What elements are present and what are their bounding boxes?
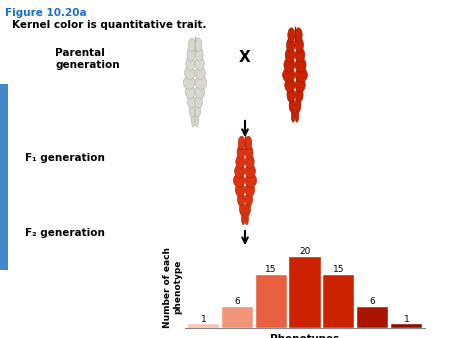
Ellipse shape (245, 174, 256, 187)
Ellipse shape (234, 174, 245, 187)
Text: 15: 15 (333, 265, 345, 274)
Text: F₁ generation: F₁ generation (25, 153, 105, 163)
Text: 15: 15 (266, 265, 277, 274)
Text: 20: 20 (299, 247, 310, 256)
Ellipse shape (295, 48, 305, 62)
Ellipse shape (245, 164, 256, 178)
Ellipse shape (188, 38, 195, 52)
Ellipse shape (295, 58, 306, 72)
Ellipse shape (195, 38, 202, 52)
Ellipse shape (245, 202, 251, 215)
Text: 6: 6 (370, 297, 375, 306)
Text: 1: 1 (201, 315, 207, 323)
Ellipse shape (245, 211, 248, 225)
Ellipse shape (195, 85, 205, 99)
Ellipse shape (245, 193, 252, 206)
Ellipse shape (195, 48, 203, 61)
Y-axis label: Number of each
phenotype: Number of each phenotype (163, 246, 182, 328)
Ellipse shape (295, 108, 299, 122)
Text: X: X (239, 50, 251, 66)
Ellipse shape (295, 88, 303, 102)
Ellipse shape (234, 164, 245, 178)
Text: Parental
generation: Parental generation (55, 48, 120, 70)
Ellipse shape (287, 88, 295, 102)
Ellipse shape (186, 57, 195, 71)
Text: Figure 10.20a: Figure 10.20a (5, 8, 86, 18)
Text: F₂ generation: F₂ generation (25, 228, 105, 238)
Text: Kernel color is quantitative trait.: Kernel color is quantitative trait. (12, 20, 207, 30)
Ellipse shape (291, 108, 295, 122)
Ellipse shape (195, 57, 204, 71)
Text: 6: 6 (234, 297, 240, 306)
Bar (256, 274, 287, 328)
Ellipse shape (283, 68, 295, 82)
Bar (188, 324, 219, 328)
Bar (323, 274, 354, 328)
Ellipse shape (238, 136, 245, 150)
Ellipse shape (242, 211, 245, 225)
Ellipse shape (187, 48, 195, 61)
Ellipse shape (187, 95, 195, 108)
Ellipse shape (236, 155, 245, 169)
Ellipse shape (235, 183, 245, 197)
Ellipse shape (284, 58, 295, 72)
Ellipse shape (245, 146, 253, 159)
Ellipse shape (189, 104, 195, 117)
Bar (289, 257, 320, 328)
Ellipse shape (245, 183, 255, 197)
Text: 1: 1 (404, 315, 410, 323)
Ellipse shape (287, 38, 295, 52)
Ellipse shape (195, 95, 202, 108)
Ellipse shape (295, 68, 307, 82)
Ellipse shape (285, 48, 295, 62)
Ellipse shape (295, 38, 303, 52)
Ellipse shape (237, 146, 245, 159)
Ellipse shape (195, 66, 206, 80)
Ellipse shape (195, 76, 207, 89)
Ellipse shape (285, 78, 295, 92)
Ellipse shape (195, 113, 198, 127)
Ellipse shape (295, 28, 302, 42)
Ellipse shape (288, 28, 295, 42)
Ellipse shape (245, 155, 254, 169)
X-axis label: Phenotypes: Phenotypes (270, 334, 340, 338)
Ellipse shape (185, 85, 195, 99)
Ellipse shape (192, 113, 195, 127)
Ellipse shape (238, 193, 245, 206)
Ellipse shape (289, 98, 295, 112)
Ellipse shape (183, 76, 195, 89)
Ellipse shape (184, 66, 195, 80)
Ellipse shape (195, 104, 201, 117)
Ellipse shape (239, 202, 245, 215)
Bar (357, 307, 388, 328)
Ellipse shape (295, 98, 301, 112)
Bar (391, 324, 422, 328)
Ellipse shape (295, 78, 305, 92)
Bar (222, 307, 253, 328)
Ellipse shape (245, 136, 252, 150)
